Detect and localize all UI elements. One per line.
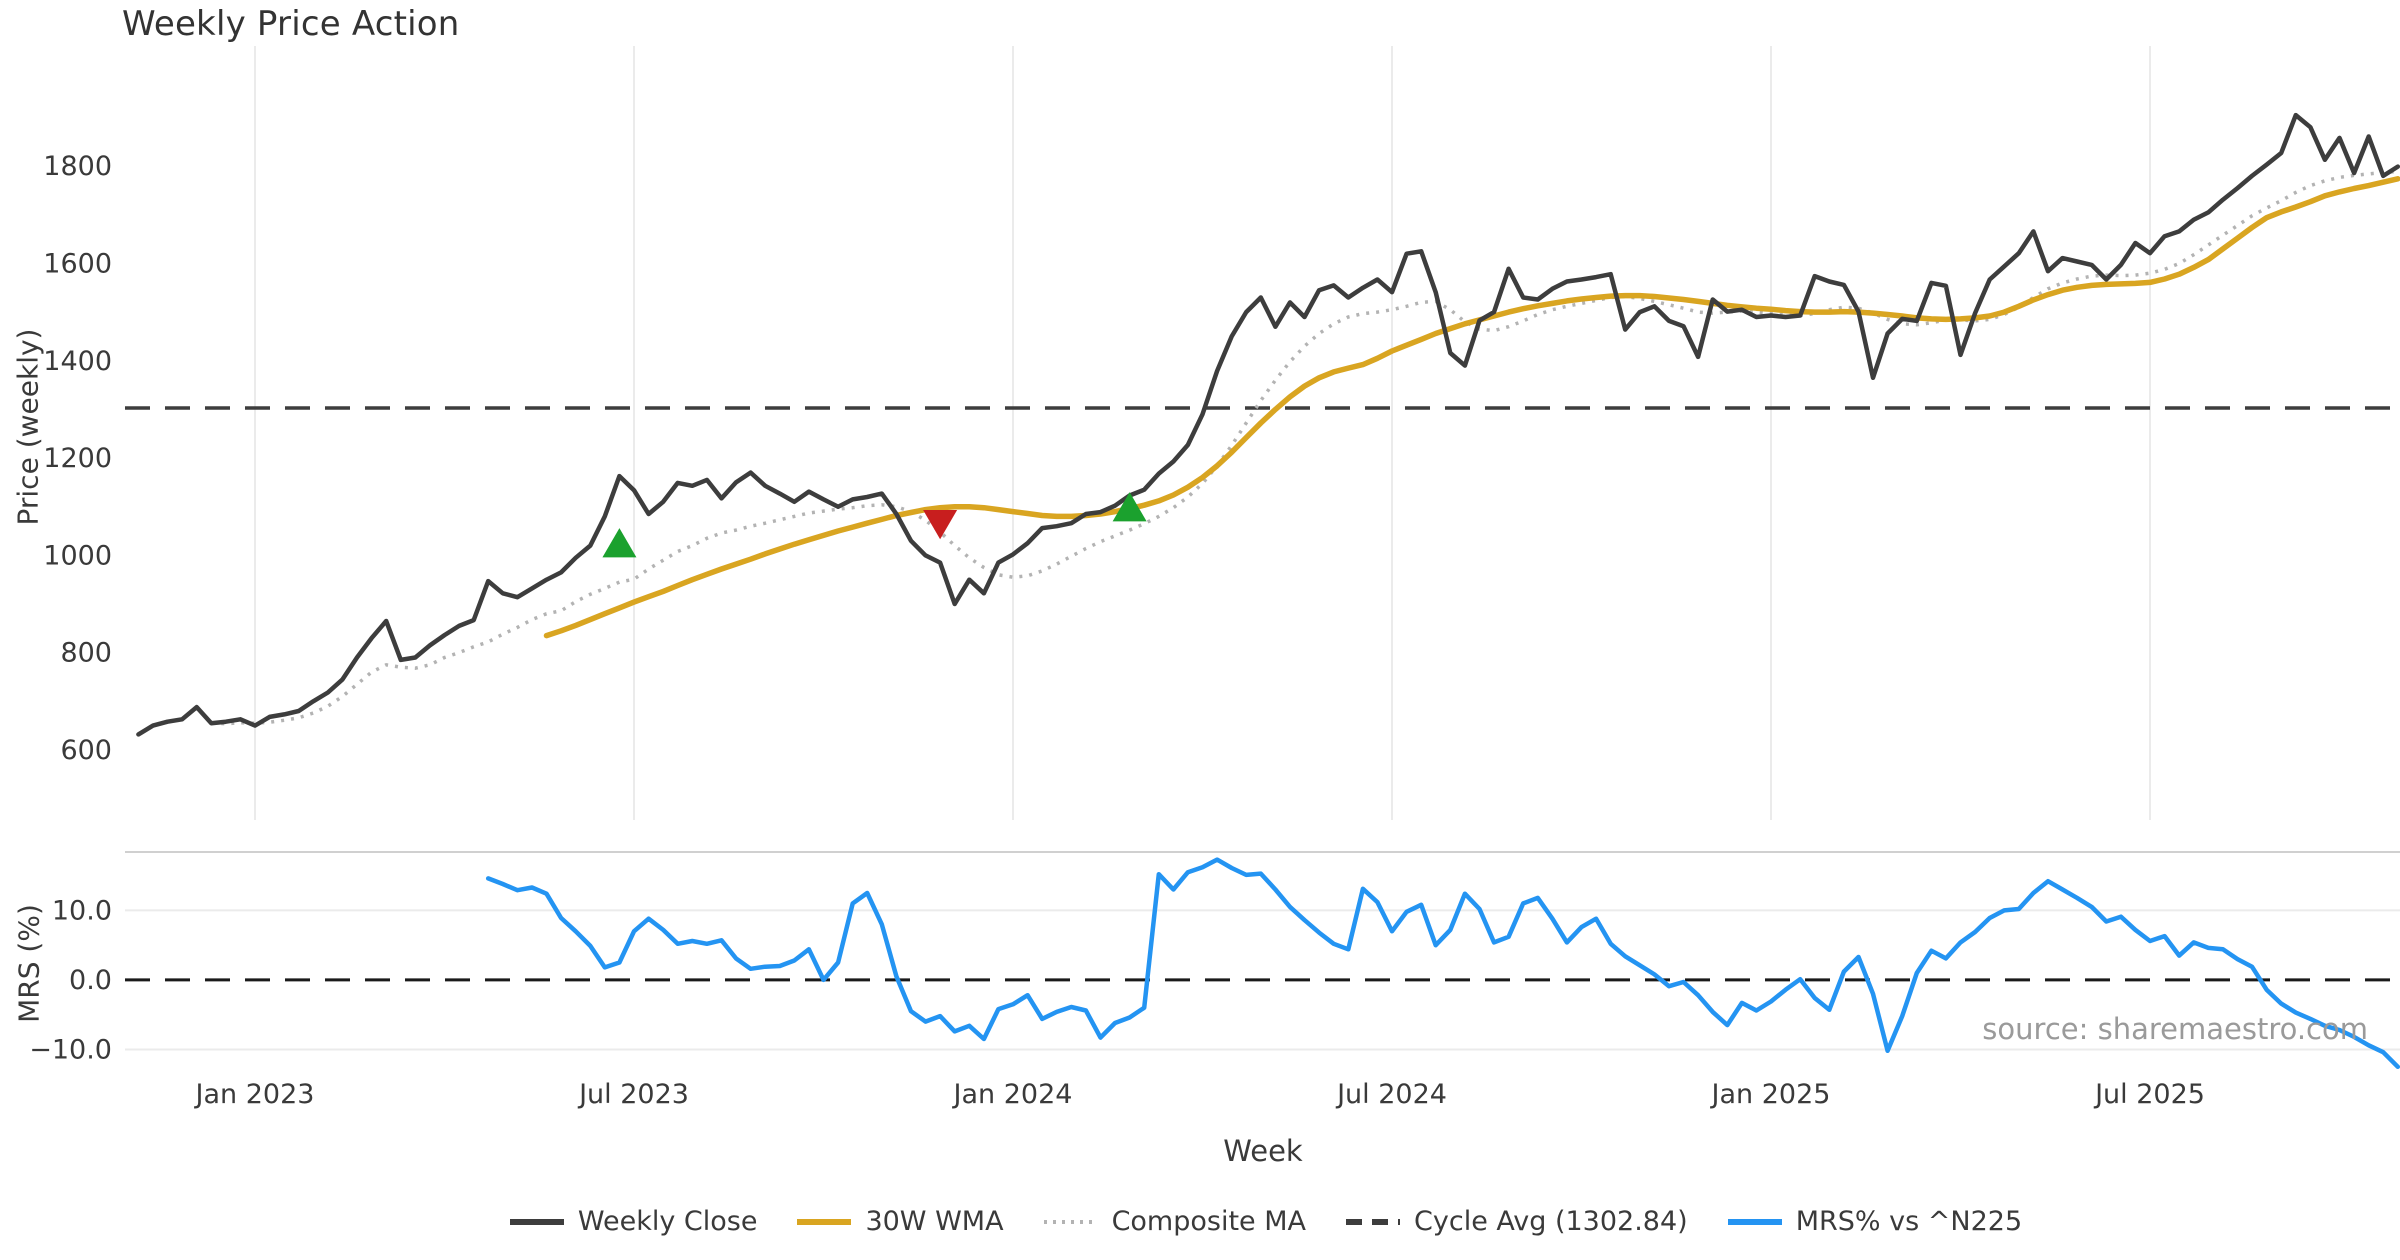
legend-label: Cycle Avg (1302.84) [1414, 1206, 1688, 1237]
wma-30w-line [543, 176, 2400, 639]
price-y-tick-label: 1200 [43, 443, 112, 474]
weekly-close-line [136, 112, 2400, 737]
price-y-tick-label: 1600 [43, 248, 112, 279]
legend-swatch-solid [1727, 1218, 1782, 1225]
legend-item: Cycle Avg (1302.84) [1344, 1206, 1688, 1237]
price-axis-label: Price (weekly) [11, 328, 45, 526]
legend-label: Weekly Close [577, 1206, 758, 1237]
buy-signal-marker [1112, 492, 1147, 522]
mrs-y-tick-label: −10.0 [29, 1034, 112, 1065]
legend-item: Composite MA [1042, 1206, 1306, 1237]
x-tick-label: Jul 2024 [1335, 1079, 1447, 1110]
x-axis-label: Week [1223, 1134, 1303, 1168]
legend-label: Composite MA [1111, 1206, 1307, 1237]
mrs-line [485, 857, 2400, 1070]
source-attribution: source: sharemaestro.com [1982, 1012, 2368, 1046]
x-tick-label: Jan 2023 [194, 1079, 315, 1110]
legend-swatch-solid [509, 1218, 564, 1225]
buy-signal-marker [602, 528, 637, 558]
legend-label: 30W WMA [865, 1206, 1004, 1237]
price-y-tick-label: 1400 [43, 346, 112, 377]
price-y-tick-label: 1000 [43, 540, 112, 571]
legend-label: MRS% vs ^N225 [1795, 1206, 2023, 1237]
legend-item: MRS% vs ^N225 [1726, 1206, 2022, 1237]
price-y-tick-label: 800 [60, 638, 112, 669]
mrs-y-tick-label: 10.0 [52, 895, 112, 926]
x-tick-label: Jul 2025 [2093, 1079, 2205, 1110]
legend-swatch-dotted [1043, 1219, 1098, 1224]
legend-item: 30W WMA [795, 1206, 1004, 1237]
sell-signal-marker [923, 510, 958, 540]
x-tick-label: Jan 2024 [952, 1079, 1073, 1110]
x-tick-label: Jan 2025 [1710, 1079, 1831, 1110]
price-y-tick-label: 1800 [43, 151, 112, 182]
legend-swatch-dashed [1346, 1218, 1401, 1225]
legend-swatch-solid [797, 1218, 852, 1225]
composite-ma-line [211, 169, 2398, 726]
price-y-tick-label: 600 [60, 735, 112, 766]
mrs-y-tick-label: 0.0 [69, 965, 112, 996]
chart-title: Weekly Price Action [122, 4, 460, 44]
legend: Weekly Close 30W WMA Composite MA Cycle Avg… [0, 1206, 2400, 1237]
legend-item: Weekly Close [508, 1206, 758, 1237]
mrs-axis-label: MRS (%) [12, 904, 46, 1023]
x-tick-label: Jul 2023 [577, 1079, 689, 1110]
